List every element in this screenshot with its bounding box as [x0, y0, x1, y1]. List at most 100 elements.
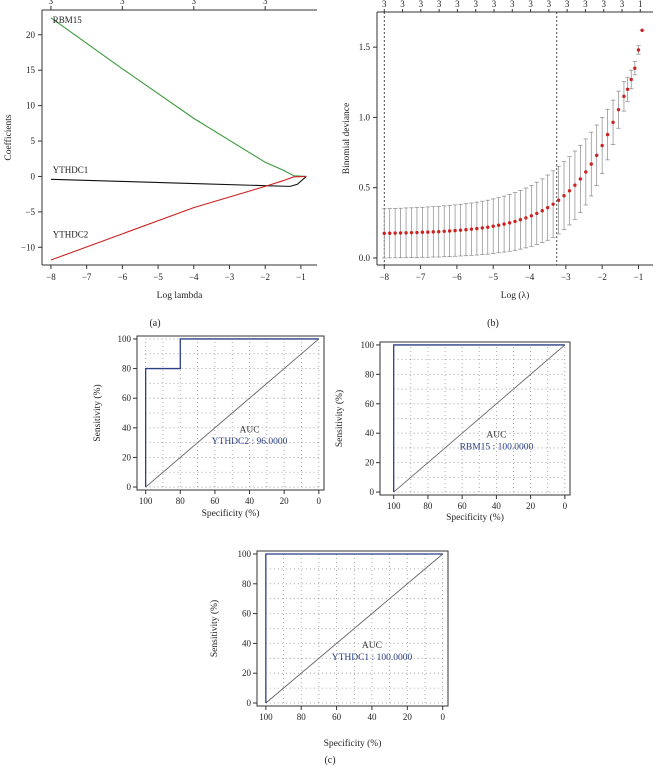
b-x-tick-label: −6 [452, 272, 462, 282]
b-point [475, 226, 479, 231]
b-point [636, 48, 641, 52]
c3-frame [256, 550, 449, 707]
a-x-tick-label: −4 [189, 272, 199, 282]
b-point [409, 230, 414, 235]
c2-y-tick-label: 20 [365, 458, 375, 468]
b-point [442, 229, 446, 233]
b-point [458, 228, 463, 232]
b-point [589, 162, 593, 166]
c1-y-tick-label: 100 [118, 334, 132, 344]
a-y-tick-label: 15 [26, 65, 36, 75]
a-y-tick-label: −5 [25, 207, 35, 217]
b-top-tick-label: 3 [382, 0, 387, 9]
b-point [398, 231, 403, 235]
panel-b-chart: −8 −7 −6 −5 −4 −3 −2 −1 0.0 0.5 1.0 1.5 3 3 3 3 3 3 3 3 3 3 3 3… [342, 0, 653, 301]
a-x-axis-title: Log lambda [157, 291, 203, 301]
c3-y-tick-label: 100 [238, 549, 252, 559]
b-point [540, 209, 544, 213]
c1-y-tick-label: 0 [127, 482, 132, 492]
b-top-tick-label: 3 [492, 0, 497, 9]
b-top-tick-label: 3 [601, 0, 606, 9]
b-point [382, 231, 386, 236]
c2-x-tick-label: 20 [526, 501, 536, 511]
b-x-tick-label: −4 [525, 272, 535, 282]
c3-y-tick-label: 80 [242, 579, 252, 589]
a-y-tick-label: 0 [31, 171, 36, 181]
b-x-tick-label: −5 [488, 272, 498, 282]
b-point [524, 216, 528, 220]
b-top-tick-label: 3 [510, 0, 515, 9]
b-top-tick-label: 3 [437, 0, 442, 9]
b-point [464, 228, 468, 232]
c1-frame [136, 335, 325, 491]
c2-auc-label: RBM15 : 100.0000 [460, 442, 534, 452]
b-point [535, 211, 539, 216]
c2-x-tick-label: 80 [423, 501, 433, 511]
b-point [562, 194, 566, 198]
c3-y-axis-title: Sensitivity (%) [209, 600, 220, 657]
b-x-axis-title: Log (λ) [501, 290, 530, 301]
b-point [486, 225, 490, 229]
c3-diagonal [265, 553, 443, 704]
b-point [629, 77, 633, 82]
b-point [469, 227, 474, 231]
b-point [605, 132, 610, 137]
b-point [567, 189, 572, 193]
b-point [393, 231, 397, 235]
a-series-rbm15 [50, 17, 307, 178]
c1-x-tick-label: 100 [139, 496, 153, 506]
a-x-tick-label: −1 [296, 272, 306, 282]
b-point [573, 183, 577, 187]
b-point [415, 230, 419, 235]
b-point [496, 223, 501, 227]
c2-auc-title: AUC [486, 431, 506, 441]
a-x-tick-label: −2 [260, 272, 270, 282]
c3-x-tick-label: 40 [367, 712, 377, 722]
c2-y-tick-label: 100 [361, 340, 375, 350]
a-series-ythdc2 [50, 175, 307, 261]
a-x-tick-label: −5 [153, 272, 163, 282]
a-x-tick-label: −3 [225, 272, 235, 282]
b-point [595, 153, 599, 158]
a-top-tick-label: 3 [263, 0, 268, 6]
a-label-ythdc2: YTHDC2 [53, 229, 89, 239]
c1-y-tick-label: 60 [122, 393, 132, 403]
b-point [518, 218, 523, 222]
b-point [404, 231, 408, 235]
c2-frame [379, 341, 571, 496]
a-y-tick-label: −10 [21, 242, 36, 252]
a-y-tick-label: 20 [26, 30, 36, 40]
b-point [616, 107, 621, 112]
b-point [640, 28, 644, 32]
c2-x-tick-label: 40 [492, 501, 502, 511]
c3-x-tick-label: 20 [403, 712, 413, 722]
a-top-tick-label: 3 [192, 0, 197, 6]
c3-x-tick-label: 100 [259, 712, 273, 722]
c2-x-tick-label: 100 [387, 501, 401, 511]
a-x-tick-label: −6 [118, 272, 128, 282]
b-point [437, 229, 441, 234]
c3-x-tick-label: 60 [332, 712, 342, 722]
c2-x-tick-label: 0 [563, 501, 568, 511]
c1-x-tick-label: 80 [176, 496, 186, 506]
a-x-tick-label: −7 [82, 272, 92, 282]
b-point [611, 120, 615, 125]
b-x-tick-label: −2 [597, 272, 607, 282]
b-x-tick-label: −1 [634, 272, 644, 282]
b-point [447, 229, 452, 233]
b-point [633, 66, 637, 70]
b-top-tick-label: 1 [638, 0, 643, 9]
c1-x-axis-title: Specificity (%) [202, 508, 260, 519]
c1-chart: 100 80 60 40 20 0 0 20 40 60 80 100 AUC YTHDC2 : 96.0… [92, 334, 325, 519]
c2-y-tick-label: 60 [365, 399, 375, 409]
b-point [420, 230, 425, 234]
c2-x-tick-label: 60 [458, 501, 468, 511]
b-y-tick-label: 0.5 [359, 183, 371, 193]
c3-x-tick-label: 80 [297, 712, 307, 722]
a-label-rbm15: RBM15 [53, 15, 83, 25]
b-x-tick-label: −3 [561, 272, 571, 282]
c1-auc-label: YTHDC2 : 96.0000 [212, 437, 288, 447]
c3-auc-label: YTHDC1 : 100.0000 [332, 653, 413, 663]
